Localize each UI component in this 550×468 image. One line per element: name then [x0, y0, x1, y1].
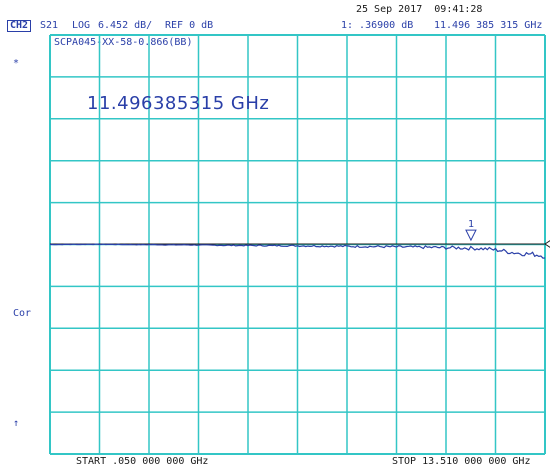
star-indicator: * [13, 58, 20, 69]
stop-frequency: STOP 13.510 000 000 GHz [392, 456, 531, 467]
param-label[interactable]: S21 [40, 20, 59, 31]
marker-frequency-readout: 11.496385315 GHz [87, 93, 270, 114]
trace-line [50, 243, 546, 259]
date-time: 25 Sep 2017 09:41:28 [356, 4, 482, 16]
scale-label[interactable]: 6.452 dB/ [98, 20, 153, 31]
marker-freq-label: 11.496 385 315 GHz [434, 20, 543, 31]
marker-value-label: 1: .36900 dB [341, 20, 414, 31]
cor-indicator: Cor [13, 308, 32, 319]
arrow-up-icon: ↑ [13, 418, 20, 429]
format-label[interactable]: LOG [72, 20, 91, 31]
reference-arrow-icon [544, 240, 550, 248]
ref-label[interactable]: REF 0 dB [165, 20, 214, 31]
channel-label[interactable]: CH2 [7, 20, 32, 32]
marker-1-icon[interactable] [465, 229, 477, 242]
marker-1-label: 1 [468, 219, 474, 230]
start-frequency: START .050 000 000 GHz [76, 456, 209, 467]
trace-title: SCPA045-XX-58-0.866(BB) [54, 37, 193, 48]
time-text: 09:41:28 [434, 4, 483, 15]
date-text: 25 Sep 2017 [356, 4, 423, 15]
